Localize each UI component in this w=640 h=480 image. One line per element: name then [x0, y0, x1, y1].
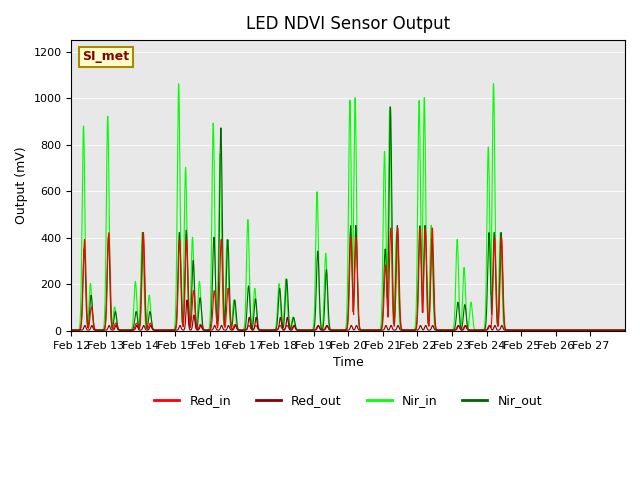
Nir_out	[387, 104, 394, 110]
Nir_out	[123, 327, 131, 333]
Nir_out	[614, 327, 621, 333]
Nir_in	[123, 327, 131, 333]
Red_in	[123, 327, 131, 333]
Red_in	[417, 225, 424, 231]
Red_out	[123, 327, 131, 333]
Nir_out	[515, 327, 523, 333]
Nir_in	[381, 195, 389, 201]
Nir_in	[243, 266, 250, 272]
Red_out	[621, 327, 629, 333]
Title: LED NDVI Sensor Output: LED NDVI Sensor Output	[246, 15, 451, 33]
Red_out	[515, 327, 523, 333]
Nir_out	[547, 327, 554, 333]
Y-axis label: Output (mV): Output (mV)	[15, 147, 28, 224]
Red_in	[243, 327, 250, 333]
Nir_out	[621, 327, 629, 333]
Nir_in	[614, 327, 621, 333]
X-axis label: Time: Time	[333, 356, 364, 369]
Red_out	[381, 323, 389, 329]
Nir_in	[68, 327, 76, 333]
Red_in	[68, 327, 76, 333]
Nir_in	[490, 81, 497, 86]
Red_out	[68, 327, 76, 333]
Red_in	[515, 327, 523, 333]
Line: Red_in: Red_in	[72, 228, 625, 330]
Text: SI_met: SI_met	[83, 50, 129, 63]
Nir_out	[243, 318, 250, 324]
Nir_in	[515, 327, 523, 333]
Line: Nir_in: Nir_in	[72, 84, 625, 330]
Nir_out	[68, 327, 76, 333]
Legend: Red_in, Red_out, Nir_in, Nir_out: Red_in, Red_out, Nir_in, Nir_out	[150, 389, 547, 412]
Nir_out	[381, 246, 389, 252]
Red_out	[183, 297, 191, 303]
Red_out	[547, 327, 554, 333]
Red_out	[243, 327, 250, 333]
Red_in	[614, 327, 621, 333]
Nir_in	[157, 327, 165, 333]
Line: Nir_out: Nir_out	[72, 107, 625, 330]
Red_in	[621, 327, 629, 333]
Nir_in	[621, 327, 629, 333]
Red_out	[614, 327, 621, 333]
Nir_in	[547, 327, 554, 333]
Red_in	[547, 327, 554, 333]
Line: Red_out: Red_out	[72, 300, 625, 330]
Red_in	[381, 263, 389, 269]
